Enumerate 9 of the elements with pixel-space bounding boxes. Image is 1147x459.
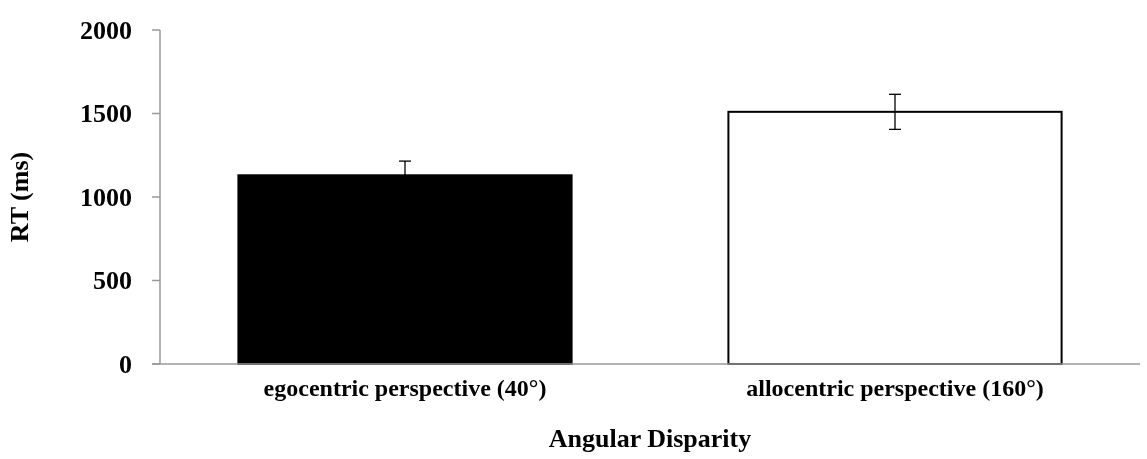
y-tick-label: 2000 bbox=[80, 15, 132, 45]
x-axis-title: Angular Disparity bbox=[548, 424, 752, 453]
y-tick-label: 500 bbox=[93, 266, 132, 295]
y-tick-label: 0 bbox=[119, 349, 132, 379]
x-tick-label: egocentric perspective (40°) bbox=[263, 375, 547, 401]
y-tick-label: 1500 bbox=[80, 99, 132, 128]
y-tick-label: 1000 bbox=[80, 182, 132, 212]
y-axis-title: RT (ms) bbox=[5, 151, 34, 243]
x-tick-label: allocentric perspective (160°) bbox=[746, 375, 1044, 401]
